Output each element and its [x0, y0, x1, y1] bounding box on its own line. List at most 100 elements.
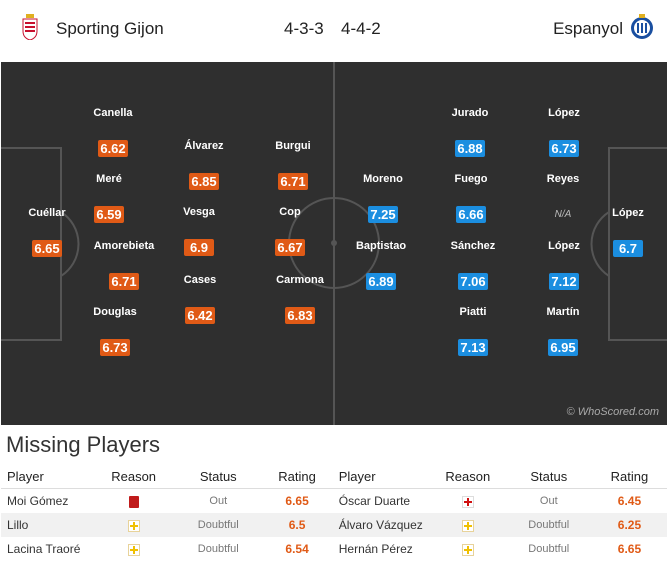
away-player-name[interactable]: Martín	[546, 306, 580, 318]
home-player-name[interactable]: Álvarez	[184, 140, 224, 152]
home-player-name[interactable]: Vesga	[183, 206, 215, 218]
away-player[interactable]: Piatti 7.13	[433, 306, 513, 357]
home-player[interactable]: Cop 6.67	[250, 206, 330, 257]
doubtful-icon	[127, 519, 140, 532]
away-player-rating: 6.73	[549, 140, 579, 157]
away-status-header: Status	[505, 464, 592, 489]
away-player[interactable]: Sánchez 7.06	[433, 240, 513, 291]
away-missing-reason	[430, 537, 506, 561]
away-missing-status: Out	[539, 495, 558, 507]
home-player-rating: 6.9	[184, 239, 214, 256]
home-player[interactable]: Burgui 6.71	[253, 140, 333, 191]
espanyol-crest-icon	[631, 14, 653, 39]
home-missing-status: Doubtful	[175, 513, 262, 537]
away-player[interactable]: Fuego 6.66	[431, 173, 511, 224]
away-player-name[interactable]: Jurado	[451, 107, 489, 119]
home-missing-status: Doubtful	[197, 543, 239, 555]
red-card-icon	[128, 495, 139, 508]
home-player-rating: 6.65	[32, 240, 62, 257]
home-formation: 4-3-3	[284, 19, 324, 38]
away-player-rating: 7.12	[549, 273, 579, 290]
away-missing-player-name[interactable]: Álvaro Vázquez	[332, 513, 431, 537]
home-player-name[interactable]: Burgui	[275, 140, 311, 152]
home-player[interactable]: Canella 6.62	[73, 107, 153, 158]
home-player-name[interactable]: Douglas	[93, 306, 137, 318]
away-missing-rating: 6.65	[617, 542, 642, 556]
away-missing-rating: 6.45	[617, 494, 642, 508]
away-player-name[interactable]: Sánchez	[450, 240, 496, 252]
pitch: Cuéllar 6.65 Canella 6.62 Meré 6.59 Amorebieta…	[1, 62, 667, 425]
whoscored-watermark: © WhoScored.com	[566, 406, 659, 418]
away-player-name[interactable]: Moreno	[363, 173, 403, 185]
home-missing-player-name[interactable]: Lacina Traoré	[7, 542, 81, 556]
home-missing-reason	[92, 489, 175, 514]
away-player-name[interactable]: Fuego	[454, 173, 488, 185]
away-player-name[interactable]: Baptistao	[355, 240, 407, 252]
home-player-rating: 6.62	[98, 140, 128, 157]
away-missing-player-name[interactable]: Óscar Duarte	[338, 494, 411, 508]
home-missing-rating: 6.5	[261, 513, 333, 537]
away-player-name[interactable]: López	[548, 107, 580, 119]
away-missing-status: Doubtful	[505, 513, 592, 537]
away-missing-rating: 6.25	[591, 513, 667, 537]
away-player[interactable]: Baptistao 6.89	[341, 240, 421, 291]
home-player-name[interactable]: Amorebieta	[93, 240, 155, 252]
home-missing-rating: 6.65	[285, 494, 309, 508]
home-player[interactable]: Cuéllar 6.65	[7, 207, 87, 258]
away-player[interactable]: Jurado 6.88	[430, 107, 510, 158]
home-player[interactable]: Cases 6.42	[160, 274, 240, 325]
away-player[interactable]: López 7.12	[524, 240, 604, 291]
table-row: Lillo Doubtful 6.5 Álvaro Vázquez Doubtful 6.…	[1, 513, 667, 537]
away-player-name[interactable]: López	[548, 240, 580, 252]
away-player-header: Player	[332, 464, 431, 489]
away-player-name[interactable]: López	[612, 207, 644, 219]
away-player-rating: 6.88	[455, 140, 485, 157]
missing-players-table: Player Reason Status Rating Player Reaso…	[1, 464, 667, 561]
home-missing-reason	[92, 537, 175, 561]
home-player[interactable]: Vesga 6.9	[159, 206, 239, 257]
home-player-rating: 6.73	[100, 339, 130, 356]
away-player[interactable]: Reyes N/A	[523, 173, 603, 223]
home-player[interactable]: Douglas 6.73	[75, 306, 155, 357]
home-player-rating: 6.71	[278, 173, 308, 190]
away-player[interactable]: Martín 6.95	[523, 306, 603, 357]
doubtful-icon	[127, 543, 140, 556]
home-player[interactable]: Carmona 6.83	[260, 274, 340, 325]
away-reason-header: Reason	[430, 464, 506, 489]
home-player-name[interactable]: Carmona	[276, 274, 324, 286]
home-player-header: Player	[1, 464, 93, 489]
home-reason-header: Reason	[92, 464, 176, 489]
home-player-name[interactable]: Meré	[96, 173, 122, 185]
home-player[interactable]: Amorebieta 6.71	[84, 240, 164, 291]
home-player-name[interactable]: Cuéllar	[28, 207, 66, 219]
home-team-name[interactable]: Sporting Gijon	[56, 19, 164, 38]
away-player-name[interactable]: Piatti	[459, 306, 487, 318]
away-player-name[interactable]: Reyes	[546, 173, 580, 185]
home-missing-rating: 6.54	[285, 542, 309, 556]
home-player-rating: 6.67	[275, 239, 305, 256]
away-team-name[interactable]: Espanyol	[553, 19, 623, 38]
away-player[interactable]: López 6.73	[524, 107, 604, 158]
home-player[interactable]: Meré 6.59	[69, 173, 149, 224]
home-player-name[interactable]: Cop	[279, 206, 301, 218]
home-player-name[interactable]: Canella	[93, 107, 133, 119]
home-missing-status: Out	[209, 495, 228, 507]
home-player-rating: 6.71	[109, 273, 139, 290]
home-player[interactable]: Álvarez 6.85	[164, 140, 244, 191]
sporting-gijon-crest-icon	[22, 14, 38, 40]
home-player-name[interactable]: Cases	[183, 274, 217, 286]
away-missing-reason	[430, 513, 506, 537]
table-header-row: Player Reason Status Rating Player Reaso…	[1, 464, 667, 489]
home-player-rating: 6.85	[189, 173, 219, 190]
home-rating-header: Rating	[261, 464, 333, 489]
away-missing-status: Doubtful	[528, 543, 570, 555]
away-player[interactable]: López 6.7	[588, 207, 667, 258]
home-missing-player-name[interactable]: Moi Gómez	[7, 494, 69, 508]
away-rating-header: Rating	[591, 464, 667, 489]
home-status-header: Status	[175, 464, 262, 489]
home-missing-player-name[interactable]: Lillo	[1, 513, 93, 537]
away-player-rating: 7.13	[458, 339, 488, 356]
away-player[interactable]: Moreno 7.25	[343, 173, 423, 224]
away-formation: 4-4-2	[341, 19, 381, 38]
away-missing-player-name[interactable]: Hernán Pérez	[338, 542, 413, 556]
